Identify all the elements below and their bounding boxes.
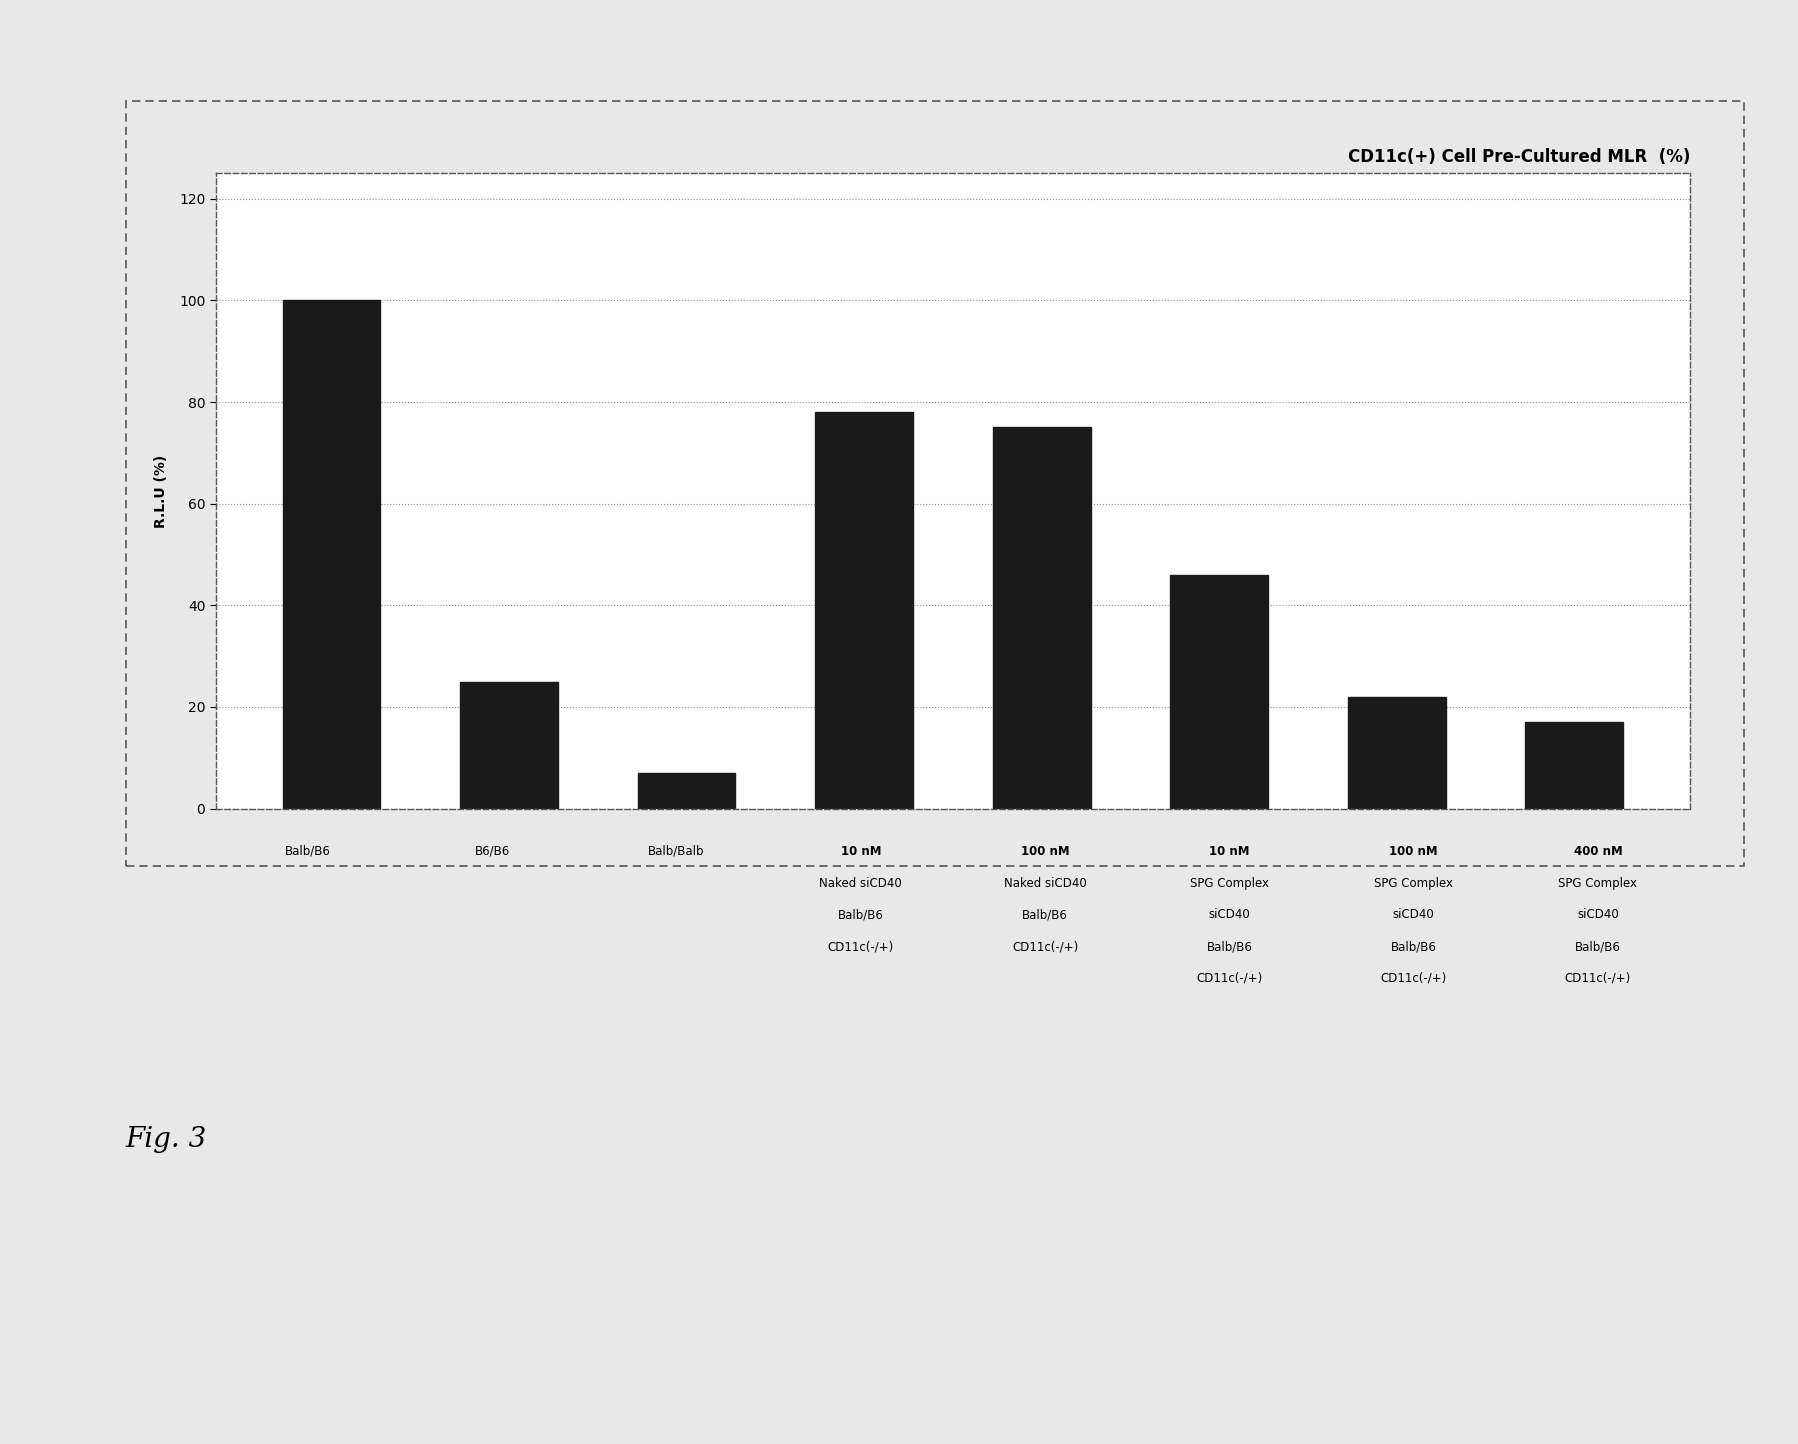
Text: Fig. 3: Fig. 3 xyxy=(126,1126,207,1154)
Text: Balb/B6: Balb/B6 xyxy=(838,908,885,921)
Text: B6/B6: B6/B6 xyxy=(475,845,511,858)
Text: Balb/B6: Balb/B6 xyxy=(1021,908,1068,921)
Bar xyxy=(1348,697,1446,809)
Text: Balb/Balb: Balb/Balb xyxy=(649,845,705,858)
Text: 10 nM: 10 nM xyxy=(840,845,881,858)
Text: SPG Complex: SPG Complex xyxy=(1190,877,1269,890)
Text: CD11c(-/+): CD11c(-/+) xyxy=(1564,972,1631,985)
Text: CD11c(-/+): CD11c(-/+) xyxy=(1012,940,1079,953)
Text: SPG Complex: SPG Complex xyxy=(1559,877,1638,890)
Text: siCD40: siCD40 xyxy=(1393,908,1435,921)
Text: 10 nM: 10 nM xyxy=(1208,845,1250,858)
Text: CD11c(-/+): CD11c(-/+) xyxy=(1381,972,1447,985)
Text: 100 nM: 100 nM xyxy=(1021,845,1070,858)
Text: Naked siCD40: Naked siCD40 xyxy=(820,877,903,890)
Text: Balb/B6: Balb/B6 xyxy=(1575,940,1622,953)
Text: 400 nM: 400 nM xyxy=(1573,845,1622,858)
Text: 100 nM: 100 nM xyxy=(1390,845,1438,858)
Text: CD11c(-/+): CD11c(-/+) xyxy=(1196,972,1262,985)
Bar xyxy=(1170,575,1268,809)
Bar xyxy=(1525,722,1624,809)
Text: SPG Complex: SPG Complex xyxy=(1374,877,1453,890)
Text: Naked siCD40: Naked siCD40 xyxy=(1003,877,1086,890)
Bar xyxy=(460,682,557,809)
Text: Balb/B6: Balb/B6 xyxy=(1390,940,1437,953)
Text: CD11c(-/+): CD11c(-/+) xyxy=(827,940,894,953)
Bar xyxy=(282,300,381,809)
Text: Balb/B6: Balb/B6 xyxy=(284,845,331,858)
Text: Balb/B6: Balb/B6 xyxy=(1206,940,1253,953)
Text: CD11c(+) Cell Pre-Cultured MLR  (%): CD11c(+) Cell Pre-Cultured MLR (%) xyxy=(1348,149,1690,166)
Bar xyxy=(992,427,1091,809)
Bar xyxy=(814,412,913,809)
Bar xyxy=(638,773,735,809)
Text: siCD40: siCD40 xyxy=(1577,908,1618,921)
Y-axis label: R.L.U (%): R.L.U (%) xyxy=(155,455,167,527)
Text: siCD40: siCD40 xyxy=(1208,908,1250,921)
